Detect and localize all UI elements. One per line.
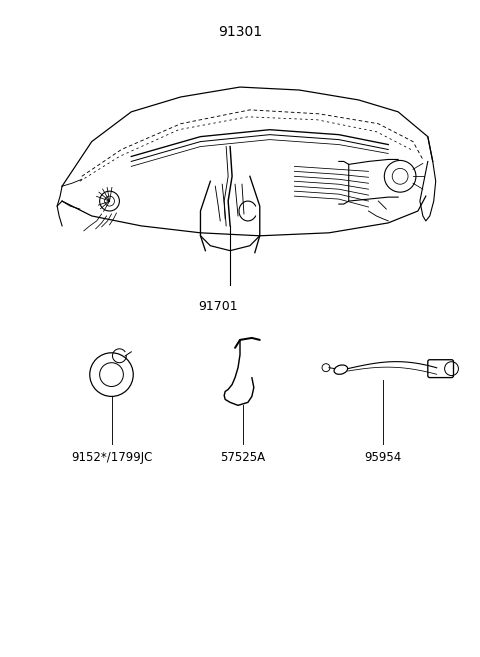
Text: 57525A: 57525A <box>220 451 265 464</box>
Text: 95954: 95954 <box>365 451 402 464</box>
Text: 91701: 91701 <box>198 300 238 313</box>
Text: 9152*/1799JC: 9152*/1799JC <box>71 451 152 464</box>
Text: 91301: 91301 <box>218 24 262 39</box>
